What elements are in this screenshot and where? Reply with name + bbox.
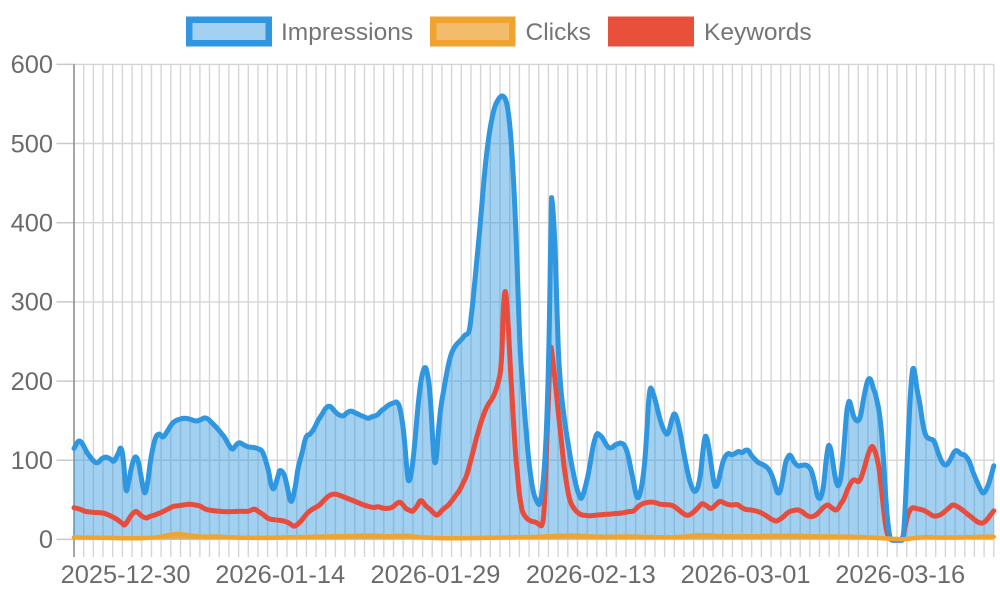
svg-text:600: 600: [11, 51, 53, 79]
svg-text:2026-01-29: 2026-01-29: [370, 561, 500, 589]
svg-text:2026-03-01: 2026-03-01: [681, 561, 811, 589]
svg-text:300: 300: [11, 289, 53, 317]
svg-text:Keywords: Keywords: [704, 19, 812, 46]
svg-text:0: 0: [39, 526, 53, 554]
svg-text:500: 500: [11, 130, 53, 158]
svg-text:100: 100: [11, 447, 53, 475]
svg-text:2025-12-30: 2025-12-30: [61, 561, 191, 589]
svg-text:2026-02-13: 2026-02-13: [526, 561, 656, 589]
svg-text:Clicks: Clicks: [526, 19, 591, 46]
svg-text:200: 200: [11, 368, 53, 396]
svg-text:2026-01-14: 2026-01-14: [215, 561, 345, 589]
svg-text:400: 400: [11, 210, 53, 238]
svg-text:2026-03-16: 2026-03-16: [835, 561, 965, 589]
svg-text:Impressions: Impressions: [281, 19, 413, 46]
